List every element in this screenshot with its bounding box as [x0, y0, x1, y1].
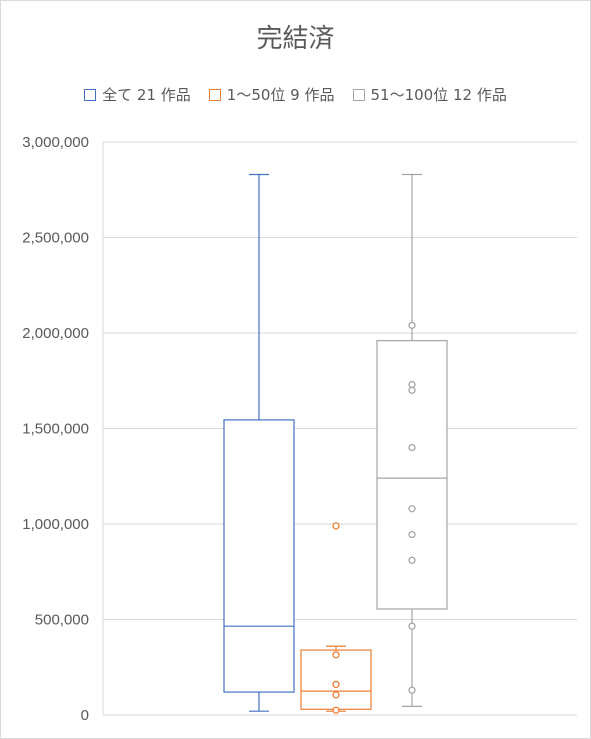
data-point: [332, 706, 340, 714]
y-tick-label: 3,000,000: [22, 134, 89, 151]
legend-item-51-100: 51〜100位 12 作品: [352, 84, 507, 105]
data-point: [408, 686, 416, 694]
y-tick-label: 2,000,000: [22, 325, 89, 342]
data-point: [332, 522, 340, 530]
legend-label-51-100: 51〜100位 12 作品: [370, 86, 507, 104]
legend-swatch-all: [84, 88, 97, 101]
data-point: [332, 651, 340, 659]
data-point: [408, 386, 416, 394]
y-tick-label: 1,500,000: [22, 421, 89, 438]
legend: 全て 21 作品 1〜50位 9 作品 51〜100位 12 作品: [0, 84, 591, 105]
legend-label-top50: 1〜50位 9 作品: [226, 86, 335, 104]
chart-title: 完結済: [256, 24, 335, 54]
data-point: [408, 321, 416, 330]
data-point: [332, 691, 340, 699]
legend-swatch-51-100: [352, 88, 365, 101]
data-point: [408, 505, 416, 513]
y-tick-label: 2,500,000: [22, 230, 89, 247]
y-tick-label: 0: [81, 707, 89, 724]
box-iqr: [300, 649, 372, 710]
y-tick-label: 1,000,000: [22, 516, 89, 533]
data-point: [408, 530, 416, 539]
y-tick-label: 500,000: [35, 612, 89, 629]
box-iqr: [223, 419, 295, 693]
legend-item-all: 全て 21 作品: [84, 84, 191, 105]
data-point: [408, 556, 416, 564]
box-iqr: [376, 340, 448, 610]
legend-label-all: 全て 21 作品: [102, 86, 191, 104]
legend-item-top50: 1〜50位 9 作品: [208, 84, 335, 105]
data-point: [332, 680, 340, 689]
data-point: [408, 443, 416, 452]
legend-swatch-top50: [208, 88, 221, 101]
data-point: [408, 622, 416, 630]
